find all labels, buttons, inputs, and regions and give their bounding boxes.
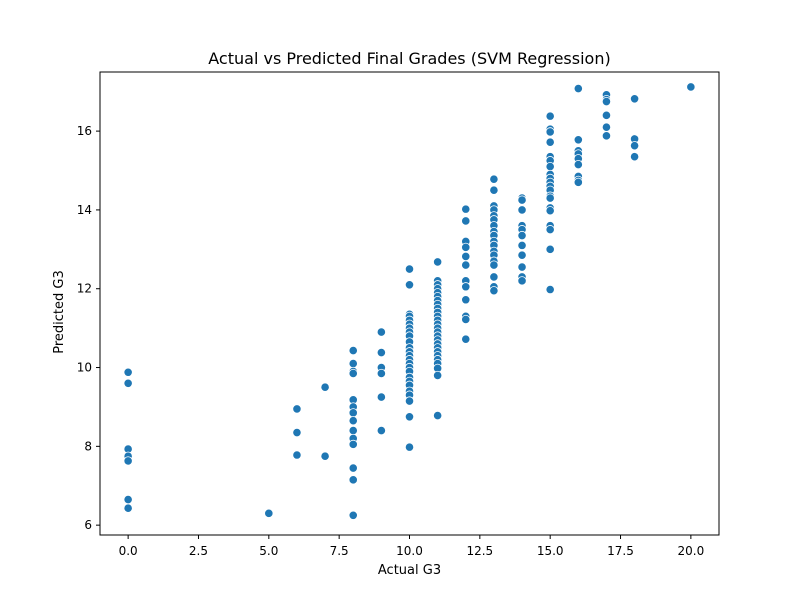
data-point: [601, 96, 612, 107]
data-points: [123, 82, 696, 520]
data-point: [461, 216, 471, 226]
x-tick-label: 15.0: [537, 544, 564, 558]
data-point: [517, 195, 527, 205]
axis-ticks: 0.0 2.5 5.0 7.5 10.0 12.5 15.0 17.5 20.0 6 8 10 12 14…: [77, 124, 705, 558]
data-point: [461, 282, 471, 292]
chart-title: Actual vs Predicted Final Grades (SVM Re…: [208, 49, 610, 68]
data-point: [545, 127, 555, 137]
data-point: [517, 250, 527, 260]
x-tick-label: 7.5: [330, 544, 349, 558]
data-point: [123, 367, 133, 377]
y-tick-label: 10: [77, 361, 92, 375]
data-point: [348, 345, 358, 356]
data-point: [404, 280, 415, 290]
data-point: [433, 411, 443, 421]
data-point: [292, 450, 302, 460]
data-point: [292, 427, 302, 438]
data-point: [517, 276, 527, 286]
data-point: [461, 295, 471, 305]
data-point: [489, 174, 499, 184]
data-point: [376, 392, 386, 402]
data-point: [573, 135, 583, 145]
data-point: [404, 412, 415, 422]
data-point: [545, 225, 555, 235]
data-point: [629, 152, 640, 162]
data-point: [517, 205, 527, 215]
data-point: [123, 503, 133, 513]
data-point: [348, 439, 358, 449]
data-point: [461, 251, 471, 262]
data-point: [433, 257, 443, 267]
data-point: [461, 204, 471, 214]
y-tick-label: 16: [77, 124, 92, 138]
data-point: [573, 177, 583, 187]
data-point: [348, 463, 358, 473]
data-point: [489, 272, 499, 282]
data-point: [348, 358, 358, 369]
data-point: [376, 368, 386, 379]
x-axis-label: Actual G3: [378, 563, 441, 578]
x-tick-label: 17.5: [607, 544, 634, 558]
data-point: [545, 206, 555, 216]
data-point: [517, 230, 527, 241]
x-tick-label: 12.5: [466, 544, 493, 558]
x-tick-label: 0.0: [119, 544, 138, 558]
data-point: [123, 494, 133, 505]
data-point: [489, 185, 499, 195]
data-point: [489, 260, 499, 270]
plot-frame: [99, 71, 720, 536]
data-point: [629, 94, 640, 104]
x-tick-label: 10.0: [396, 544, 423, 558]
data-point: [348, 475, 358, 485]
data-point: [545, 111, 555, 121]
data-point: [461, 334, 471, 344]
data-point: [348, 425, 358, 436]
data-point: [320, 382, 330, 392]
y-tick-label: 8: [84, 439, 92, 453]
y-tick-label: 12: [77, 282, 92, 296]
y-tick-label: 6: [84, 518, 92, 532]
data-point: [292, 404, 302, 414]
y-axis-label: Predicted G3: [52, 270, 67, 354]
data-point: [601, 131, 612, 141]
y-tick-label: 14: [77, 203, 92, 217]
data-point: [629, 141, 640, 151]
data-point: [348, 368, 358, 379]
data-point: [376, 425, 386, 436]
data-point: [601, 122, 612, 132]
data-point: [348, 510, 358, 520]
data-point: [348, 416, 358, 426]
data-point: [573, 160, 583, 170]
data-point: [461, 242, 471, 252]
data-point: [517, 262, 527, 272]
data-point: [123, 456, 133, 466]
data-point: [264, 508, 274, 518]
x-tick-label: 2.5: [189, 544, 208, 558]
data-point: [376, 347, 386, 358]
data-point: [601, 110, 612, 120]
data-point: [404, 264, 415, 274]
data-point: [461, 314, 471, 325]
data-point: [348, 408, 358, 418]
data-point: [517, 240, 527, 250]
data-point: [545, 193, 555, 203]
data-point: [545, 137, 555, 147]
data-point: [433, 370, 443, 381]
data-point: [404, 442, 415, 452]
data-point: [404, 396, 415, 406]
data-point: [489, 286, 499, 296]
data-point: [461, 260, 471, 270]
data-point: [376, 327, 386, 337]
x-tick-label: 5.0: [259, 544, 278, 558]
data-point: [573, 83, 583, 94]
data-point: [545, 284, 555, 295]
data-point: [320, 451, 330, 461]
data-point: [686, 82, 696, 92]
data-point: [545, 161, 555, 172]
data-point: [123, 378, 133, 388]
data-point: [545, 244, 555, 254]
x-tick-label: 20.0: [678, 544, 705, 558]
